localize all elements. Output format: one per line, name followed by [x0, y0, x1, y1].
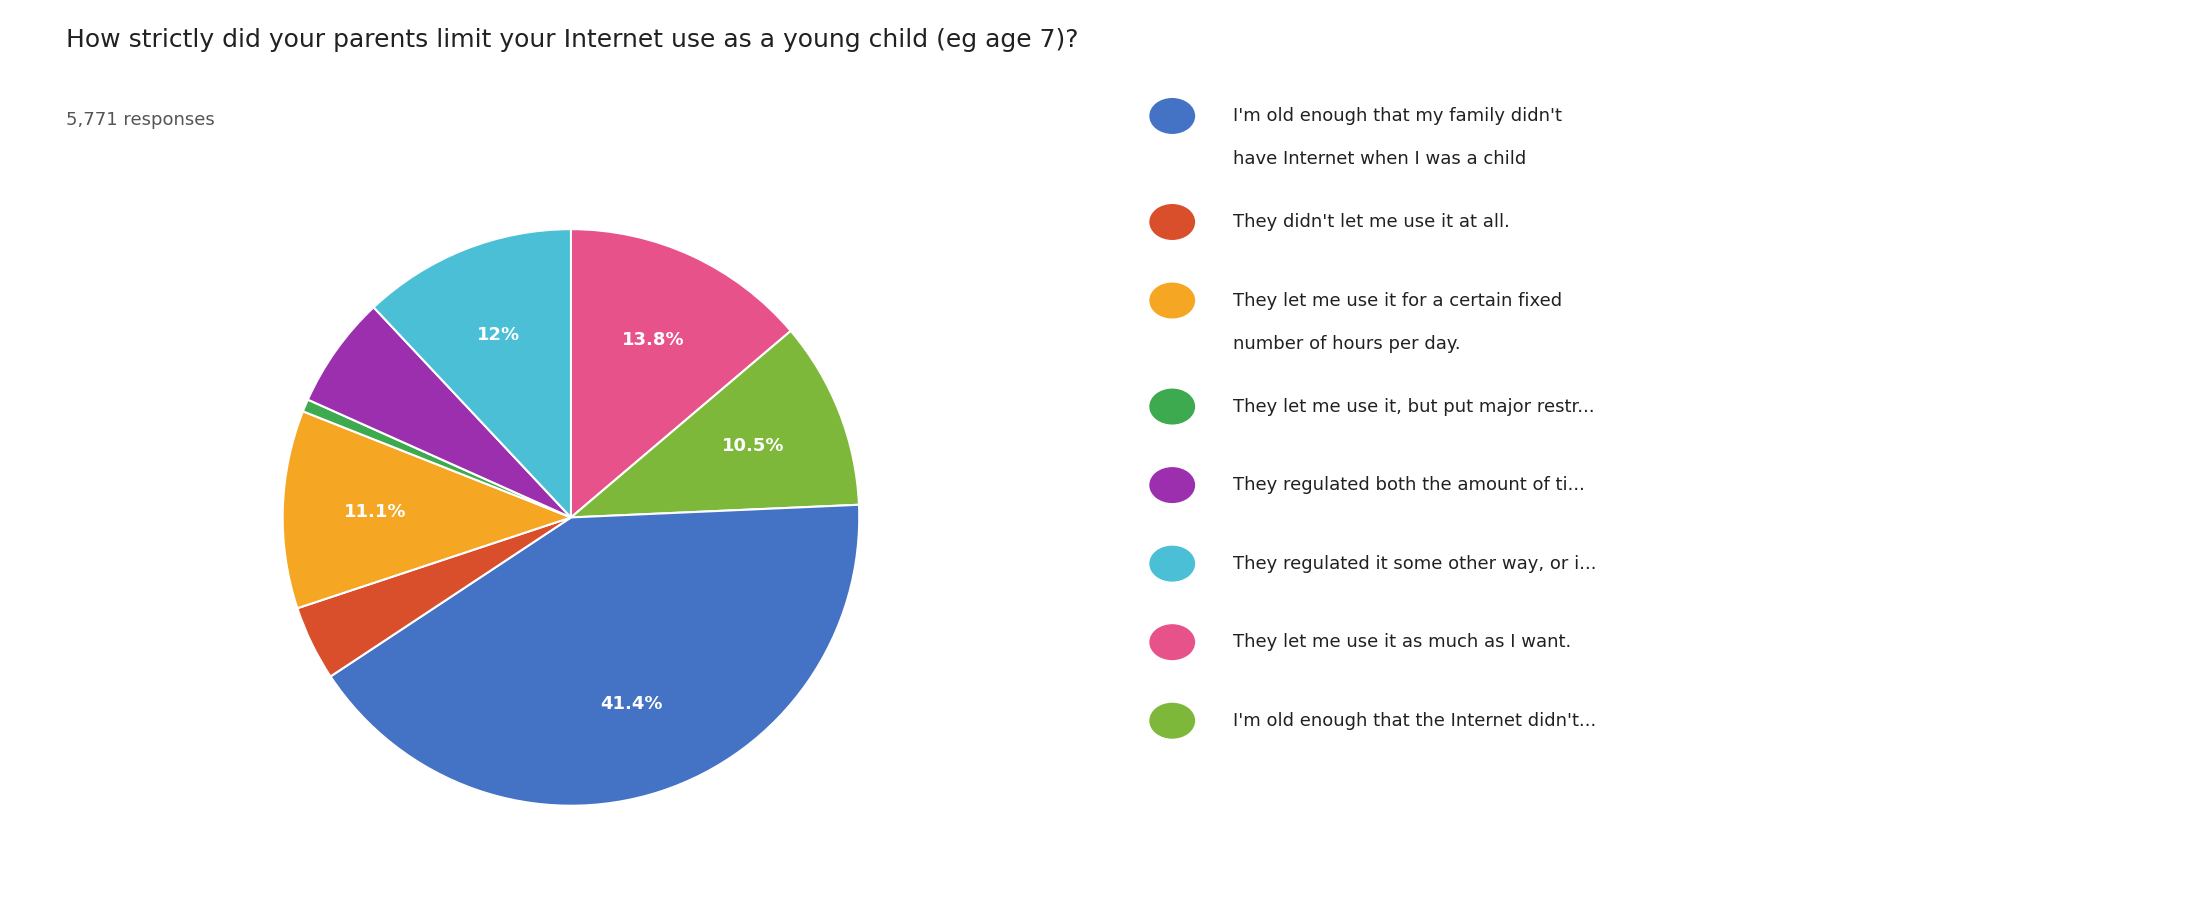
Text: They let me use it for a certain fixed: They let me use it for a certain fixed [1232, 292, 1561, 310]
Text: They regulated both the amount of ti...: They regulated both the amount of ti... [1232, 476, 1586, 494]
Text: 13.8%: 13.8% [621, 331, 685, 348]
Text: They let me use it as much as I want.: They let me use it as much as I want. [1232, 633, 1570, 651]
Circle shape [1151, 625, 1195, 660]
Wedge shape [307, 308, 571, 517]
Text: They didn't let me use it at all.: They didn't let me use it at all. [1232, 213, 1509, 231]
Wedge shape [571, 331, 859, 517]
Circle shape [1151, 389, 1195, 424]
Circle shape [1151, 284, 1195, 318]
Wedge shape [296, 517, 571, 676]
Text: have Internet when I was a child: have Internet when I was a child [1232, 151, 1526, 168]
Wedge shape [373, 229, 571, 517]
Circle shape [1151, 205, 1195, 239]
Text: They let me use it, but put major restr...: They let me use it, but put major restr.… [1232, 397, 1594, 416]
Text: I'm old enough that the Internet didn't...: I'm old enough that the Internet didn't.… [1232, 711, 1596, 730]
Text: How strictly did your parents limit your Internet use as a young child (eg age 7: How strictly did your parents limit your… [66, 28, 1078, 52]
Text: They regulated it some other way, or i...: They regulated it some other way, or i..… [1232, 554, 1596, 573]
Text: number of hours per day.: number of hours per day. [1232, 334, 1460, 353]
Text: I'm old enough that my family didn't: I'm old enough that my family didn't [1232, 107, 1561, 125]
Text: 12%: 12% [477, 326, 520, 344]
Wedge shape [332, 505, 859, 806]
Text: 5,771 responses: 5,771 responses [66, 111, 215, 128]
Circle shape [1151, 99, 1195, 133]
Text: 41.4%: 41.4% [600, 695, 663, 713]
Circle shape [1151, 468, 1195, 503]
Circle shape [1151, 703, 1195, 738]
Text: 10.5%: 10.5% [722, 437, 784, 455]
Wedge shape [571, 229, 791, 517]
Wedge shape [283, 411, 571, 608]
Text: 11.1%: 11.1% [345, 503, 406, 521]
Wedge shape [303, 400, 571, 517]
Circle shape [1151, 546, 1195, 581]
